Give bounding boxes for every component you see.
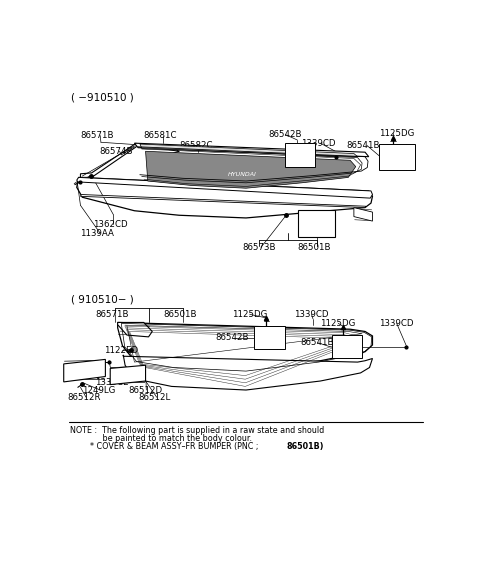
Text: 86512L: 86512L — [138, 393, 170, 402]
Text: ( 910510− ): ( 910510− ) — [71, 295, 134, 305]
Polygon shape — [77, 177, 372, 198]
Text: * COVER & BEAM ASSY–FR BUMPER (PNC ;: * COVER & BEAM ASSY–FR BUMPER (PNC ; — [71, 442, 262, 451]
Text: 86541B: 86541B — [347, 141, 380, 150]
Bar — [298, 210, 335, 237]
Text: 86512R: 86512R — [67, 393, 101, 402]
Text: 1339CD: 1339CD — [379, 319, 414, 328]
Text: 1249LG: 1249LG — [83, 386, 116, 394]
Polygon shape — [145, 152, 356, 188]
Text: 86574B: 86574B — [99, 147, 132, 156]
Polygon shape — [354, 208, 372, 221]
Text: 1125DG: 1125DG — [232, 310, 267, 319]
Polygon shape — [81, 195, 366, 208]
Text: 86542B: 86542B — [268, 130, 302, 139]
Text: 86582C: 86582C — [179, 142, 213, 150]
Polygon shape — [118, 322, 152, 337]
Bar — [332, 335, 362, 357]
Text: 86571B: 86571B — [81, 131, 114, 140]
Text: HYUNDAI: HYUNDAI — [228, 172, 257, 177]
Text: 1339CD: 1339CD — [301, 139, 336, 147]
Text: 86581C: 86581C — [144, 131, 177, 140]
Text: 1335CE: 1335CE — [95, 378, 128, 387]
Polygon shape — [134, 143, 369, 157]
Bar — [379, 144, 415, 170]
Text: 1125DG: 1125DG — [321, 319, 356, 328]
Text: 1122ED: 1122ED — [104, 346, 138, 355]
Polygon shape — [118, 322, 372, 370]
Text: ( −910510 ): ( −910510 ) — [71, 92, 134, 102]
Polygon shape — [64, 359, 106, 382]
Polygon shape — [110, 365, 145, 384]
Text: 1125DG: 1125DG — [379, 129, 415, 137]
Text: 86501B: 86501B — [297, 243, 331, 252]
Text: 1362CD: 1362CD — [94, 220, 128, 229]
Bar — [286, 143, 315, 167]
Text: 86541B: 86541B — [300, 338, 334, 347]
Polygon shape — [140, 144, 358, 157]
Bar — [254, 326, 285, 349]
Polygon shape — [81, 143, 136, 177]
Text: 1139AA: 1139AA — [81, 229, 114, 238]
Polygon shape — [77, 177, 372, 218]
Text: be painted to match the body colour.: be painted to match the body colour. — [71, 433, 252, 443]
Text: NOTE :  The following part is supplied in a raw state and should: NOTE : The following part is supplied in… — [71, 426, 324, 435]
Text: 86542B: 86542B — [216, 333, 249, 342]
Text: 86501B: 86501B — [163, 310, 197, 319]
Text: 86512D: 86512D — [129, 386, 163, 394]
Text: 86501B): 86501B) — [287, 442, 324, 451]
Polygon shape — [123, 355, 372, 390]
Text: 86571B: 86571B — [96, 310, 129, 319]
Text: 86573B: 86573B — [242, 243, 276, 252]
Text: 1339CD: 1339CD — [294, 310, 328, 319]
